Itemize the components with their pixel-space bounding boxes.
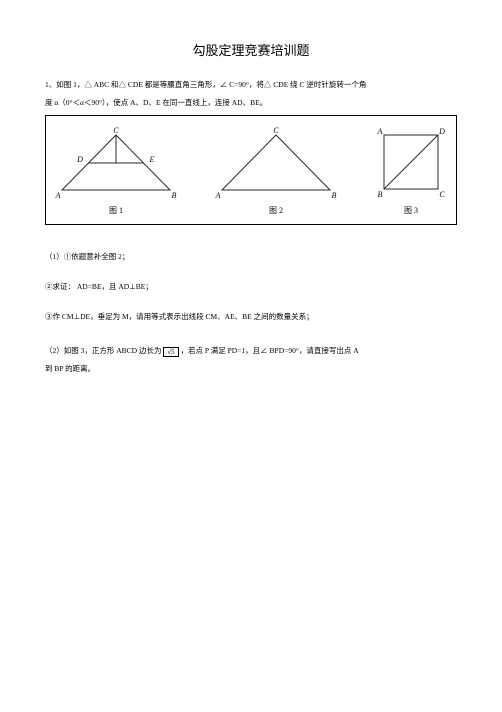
problem-1-line-1: 1、如图 1，△ ABC 和△ CDE 都是等腰直角三角形，∠ C=90°，将△… xyxy=(45,79,457,91)
label-B: B xyxy=(172,191,177,200)
text: 度 α（0°＜α＜90°），使点 A、D、E 在同一直线上，连接 AD、BE。 xyxy=(45,98,267,107)
label-C: C xyxy=(439,190,445,199)
figure-1-svg: C D E A B xyxy=(52,125,180,203)
label-B: B xyxy=(378,190,383,199)
figure-2-label: 图 2 xyxy=(269,205,283,216)
figure-1-label: 图 1 xyxy=(109,205,123,216)
figure-2-svg: C A B xyxy=(212,125,340,203)
label-D: D xyxy=(438,127,445,136)
document-page: 勾股定理竞赛培训题 1、如图 1，△ ABC 和△ CDE 都是等腰直角三角形，… xyxy=(0,0,502,712)
q2-line-1: （2）如图 3，正方形 ABCD 边长为 √5 ，若点 P 满足 PD=1，且∠… xyxy=(45,345,457,357)
q1-sub1: （1）①依题意补全图 2； xyxy=(45,251,457,263)
figure-3-label: 图 3 xyxy=(404,205,418,216)
q2-part-a: （2）如图 3，正方形 ABCD 边长为 xyxy=(45,346,161,355)
label-A: A xyxy=(377,127,383,136)
text: 1、如图 1，△ ABC 和△ CDE 都是等腰直角三角形，∠ C=90°，将△… xyxy=(45,80,366,89)
figures-container: C D E A B 图 1 C A B 图 2 A D xyxy=(45,115,457,225)
label-D: D xyxy=(76,155,83,164)
label-A: A xyxy=(55,191,61,200)
q2-part-b: ，若点 P 满足 PD=1，且∠ BPD=90°，请直接写出点 A xyxy=(181,346,359,355)
q1-sub3: ③作 CM⊥DE，垂足为 M，请用等式表示出线段 CM、AE、BE 之间的数量关… xyxy=(45,311,457,323)
problem-1-line-2: 度 α（0°＜α＜90°），使点 A、D、E 在同一直线上，连接 AD、BE。 xyxy=(45,97,457,109)
figure-3-svg: A D B C xyxy=(372,125,450,203)
figure-2: C A B 图 2 xyxy=(212,125,340,216)
figure-1: C D E A B 图 1 xyxy=(52,125,180,216)
figure-3: A D B C 图 3 xyxy=(372,125,450,216)
sqrt-expression: √5 xyxy=(163,347,178,357)
label-B: B xyxy=(332,191,337,200)
label-C: C xyxy=(113,126,119,135)
q2-line-2: 到 BP 的距离。 xyxy=(45,363,457,375)
page-title: 勾股定理竞赛培训题 xyxy=(45,40,457,59)
label-E: E xyxy=(149,155,155,164)
label-A: A xyxy=(215,191,221,200)
label-C: C xyxy=(273,126,279,135)
q1-sub2: ②求证： AD=BE，且 AD⊥BE； xyxy=(45,281,457,293)
